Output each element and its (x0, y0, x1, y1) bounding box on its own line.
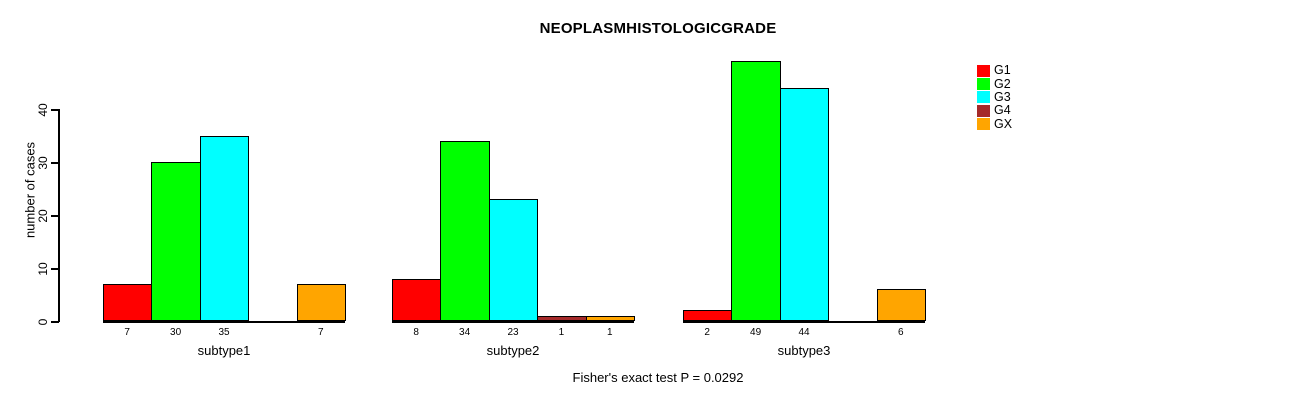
legend-swatch-G3 (977, 91, 990, 104)
bar-value-GX-subtype3: 6 (898, 327, 904, 338)
bar-GX-subtype2 (585, 315, 635, 321)
y-tick-label: 30 (36, 155, 50, 170)
x-category-label-subtype2: subtype2 (486, 343, 540, 358)
legend-entry-G1: G1 (977, 64, 1012, 77)
annotation-fishers-test: Fisher's exact test P = 0.0292 (572, 370, 744, 385)
legend: G1 G2 G3 G4 GX (977, 64, 1012, 131)
bar-G2-subtype1 (151, 162, 201, 321)
bar-group-subtype2 (392, 51, 635, 323)
legend-entry-G4: G4 (977, 104, 1012, 117)
bar-value-G2-subtype3: 49 (750, 327, 762, 338)
bar-value-G3-subtype3: 44 (798, 327, 810, 338)
y-tick-label: 20 (36, 208, 50, 223)
y-tick-mark (51, 109, 59, 111)
bar-G1-subtype3 (683, 310, 733, 321)
bar-value-GX-subtype1: 7 (318, 327, 324, 338)
bar-value-G2-subtype1: 30 (170, 327, 182, 338)
bar-G4-subtype2 (537, 315, 587, 321)
bar-G3-subtype2 (488, 199, 539, 321)
bar-value-G1-subtype1: 7 (124, 327, 130, 338)
legend-label-G2: G2 (994, 76, 1011, 91)
legend-swatch-G4 (977, 104, 990, 117)
legend-label-G1: G1 (994, 63, 1011, 78)
y-tick-mark (51, 162, 59, 164)
legend-label-G4: G4 (994, 103, 1011, 118)
bar-value-G4-subtype2: 1 (558, 327, 565, 338)
y-tick-label: 0 (36, 318, 50, 325)
bar-value-G3-subtype2: 23 (507, 327, 519, 338)
legend-entry-G3: G3 (977, 89, 1012, 104)
legend-swatch-GX (977, 118, 990, 131)
bar-G2-subtype2 (440, 140, 490, 321)
y-tick-mark (51, 321, 59, 323)
bar-G1-subtype1 (103, 283, 153, 321)
bar-value-G2-subtype2: 34 (459, 327, 471, 338)
legend-label-GX: GX (994, 116, 1013, 131)
y-tick-mark (51, 215, 59, 217)
legend-label-G3: G3 (994, 89, 1011, 104)
bar-value-G1-subtype2: 8 (413, 327, 419, 338)
legend-swatch-G1 (977, 64, 990, 77)
bar-G3-subtype1 (199, 135, 250, 321)
legend-entry-G2: G2 (977, 76, 1012, 91)
bar-G3-subtype3 (779, 87, 830, 321)
bar-value-G3-subtype1: 35 (218, 327, 230, 338)
bar-G1-subtype2 (392, 278, 442, 321)
bar-G2-subtype3 (731, 61, 781, 321)
x-category-label-subtype1: subtype1 (197, 343, 251, 358)
y-tick-label: 10 (36, 261, 50, 276)
bar-value-G1-subtype3: 2 (704, 327, 710, 338)
bar-GX-subtype1 (296, 283, 346, 321)
legend-swatch-G2 (977, 78, 990, 91)
bar-group-subtype3 (683, 51, 926, 323)
y-tick-mark (51, 268, 59, 270)
bar-GX-subtype3 (876, 289, 926, 321)
y-tick-label: 40 (36, 102, 50, 117)
bar-group-subtype1 (103, 51, 346, 323)
x-category-label-subtype3: subtype3 (777, 343, 831, 358)
chart-title: NEOPLASMHISTOLOGICGRADE (539, 20, 777, 37)
bar-value-GX-subtype2: 1 (607, 327, 613, 338)
legend-entry-GX: GX (977, 116, 1013, 131)
